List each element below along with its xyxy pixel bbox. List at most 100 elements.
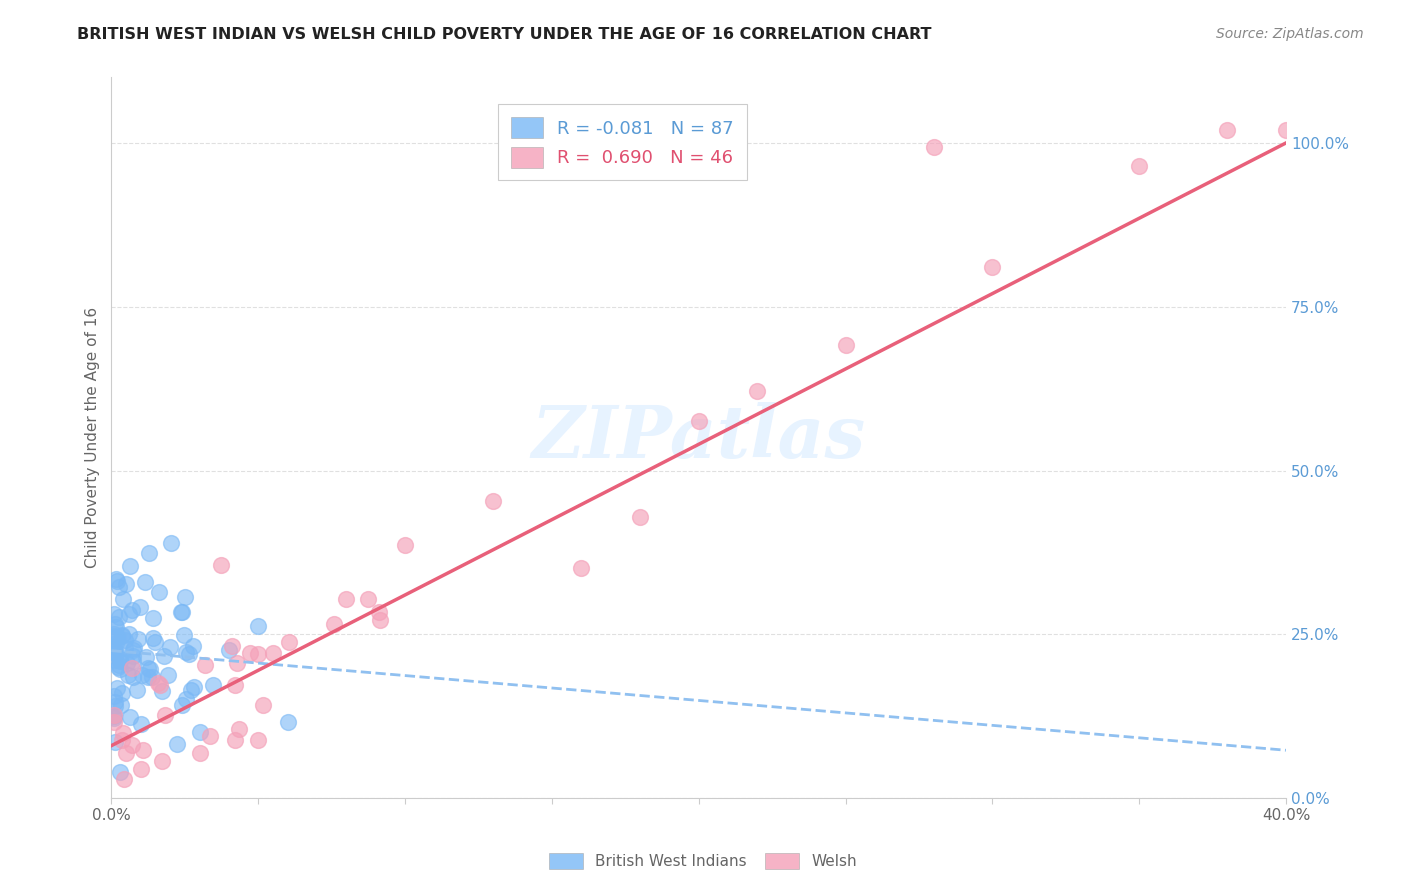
Point — [129, 600, 152, 615]
Point — [141, 670, 163, 684]
Point — [108, 655, 131, 669]
Point — [218, 643, 240, 657]
Point — [177, 647, 200, 661]
Point — [170, 605, 193, 619]
Point — [118, 626, 141, 640]
Point — [118, 709, 141, 723]
Point — [105, 630, 128, 644]
Point — [114, 632, 136, 647]
Point — [153, 649, 176, 664]
Point — [132, 743, 155, 757]
Point — [115, 746, 138, 760]
Point — [335, 592, 357, 607]
Point — [188, 724, 211, 739]
Point — [118, 558, 141, 573]
Point — [104, 735, 127, 749]
Point — [111, 686, 134, 700]
Point — [104, 620, 127, 634]
Text: ZIPatlas: ZIPatlas — [531, 402, 866, 474]
Point — [146, 675, 169, 690]
Point — [111, 592, 134, 607]
Point — [135, 650, 157, 665]
Point — [117, 668, 139, 682]
Point — [277, 714, 299, 729]
Point — [108, 658, 131, 673]
Point — [628, 510, 651, 524]
Point — [122, 641, 145, 656]
Point — [228, 722, 250, 736]
Point — [121, 739, 143, 753]
Point — [981, 260, 1004, 275]
Point — [114, 640, 136, 655]
Point — [209, 558, 232, 572]
Point — [145, 635, 167, 649]
Point — [136, 661, 159, 675]
Point — [149, 678, 172, 692]
Point — [110, 698, 132, 712]
Point — [105, 681, 128, 696]
Point — [688, 414, 710, 428]
Point — [224, 678, 246, 692]
Point — [239, 646, 262, 660]
Point — [108, 764, 131, 779]
Legend: British West Indians, Welsh: British West Indians, Welsh — [543, 847, 863, 875]
Point — [103, 708, 125, 723]
Point — [394, 538, 416, 552]
Point — [247, 647, 270, 661]
Point — [188, 746, 211, 760]
Point — [150, 684, 173, 698]
Point — [247, 619, 270, 633]
Point — [127, 632, 149, 647]
Point — [138, 546, 160, 560]
Point — [174, 645, 197, 659]
Point — [1216, 123, 1239, 137]
Point — [368, 613, 391, 627]
Point — [103, 640, 125, 654]
Point — [482, 494, 505, 508]
Point — [356, 591, 378, 606]
Point — [224, 732, 246, 747]
Point — [117, 656, 139, 670]
Point — [194, 657, 217, 672]
Point — [172, 698, 194, 713]
Point — [105, 572, 128, 586]
Point — [104, 698, 127, 713]
Text: BRITISH WEST INDIAN VS WELSH CHILD POVERTY UNDER THE AGE OF 16 CORRELATION CHART: BRITISH WEST INDIAN VS WELSH CHILD POVER… — [77, 27, 932, 42]
Point — [103, 629, 125, 643]
Point — [834, 338, 856, 352]
Point — [103, 607, 125, 621]
Point — [183, 639, 205, 653]
Point — [747, 384, 769, 398]
Point — [150, 754, 173, 768]
Point — [107, 660, 129, 674]
Point — [136, 671, 159, 685]
Point — [139, 662, 162, 676]
Point — [103, 627, 125, 641]
Point — [160, 535, 183, 549]
Point — [111, 629, 134, 643]
Point — [202, 678, 225, 692]
Point — [183, 680, 205, 694]
Point — [111, 628, 134, 642]
Point — [105, 574, 128, 588]
Point — [221, 639, 243, 653]
Point — [174, 692, 197, 706]
Point — [112, 772, 135, 786]
Point — [166, 737, 188, 751]
Point — [103, 643, 125, 657]
Point — [125, 682, 148, 697]
Point — [121, 642, 143, 657]
Point — [108, 580, 131, 594]
Point — [104, 695, 127, 709]
Point — [278, 634, 301, 648]
Point — [226, 657, 249, 671]
Point — [159, 640, 181, 655]
Point — [262, 646, 284, 660]
Point — [122, 670, 145, 684]
Point — [155, 708, 177, 723]
Point — [246, 733, 269, 747]
Point — [173, 590, 195, 604]
Point — [142, 631, 165, 645]
Point — [129, 717, 152, 731]
Point — [111, 725, 134, 739]
